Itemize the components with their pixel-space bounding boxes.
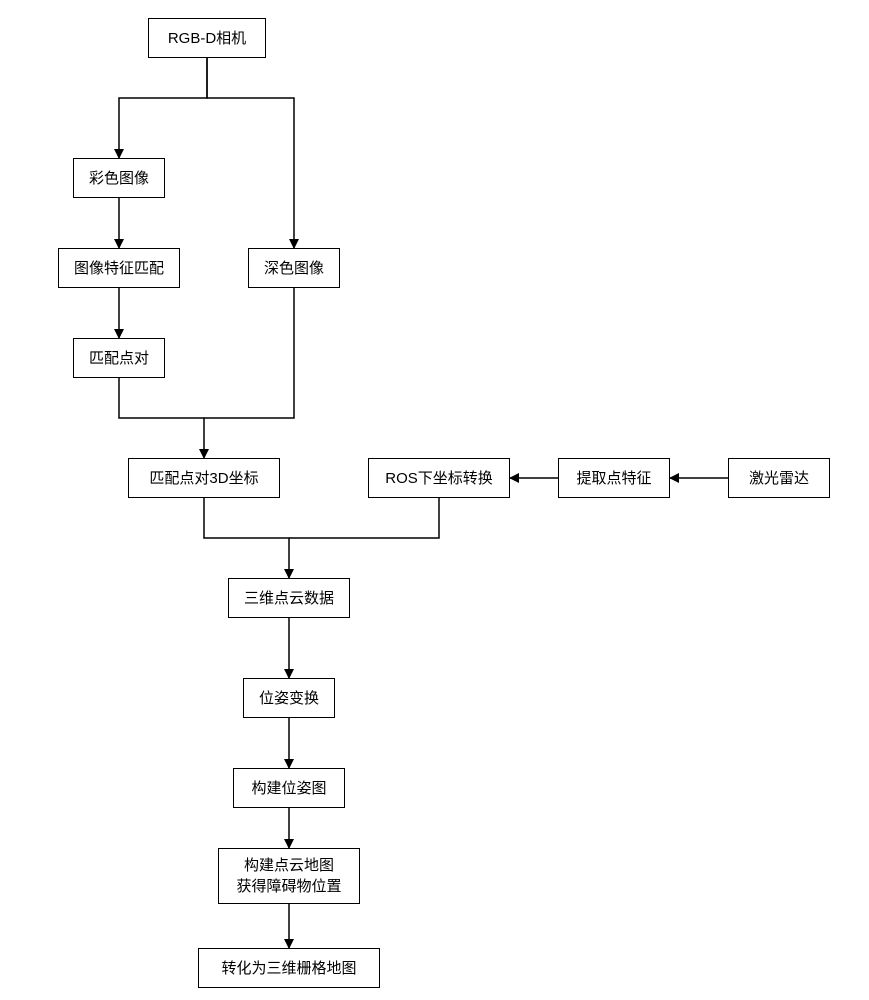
flowchart-node-label: 转化为三维栅格地图	[221, 958, 356, 979]
flowchart-node-label: 三维点云数据	[244, 588, 334, 609]
flowchart-node: 构建点云地图 获得障碍物位置	[218, 848, 360, 904]
flowchart-node-label: 图像特征匹配	[74, 258, 164, 279]
flowchart-node: 彩色图像	[73, 158, 165, 198]
flowchart-edge	[207, 58, 294, 248]
flowchart-node: 位姿变换	[243, 678, 335, 718]
flowchart-node-label: 匹配点对3D坐标	[149, 468, 258, 489]
flowchart-edge	[204, 498, 289, 578]
flowchart-node-label: RGB-D相机	[168, 28, 246, 49]
flowchart-node-label: 彩色图像	[89, 168, 149, 189]
flowchart-node-label: 深色图像	[264, 258, 324, 279]
flowchart-node: 深色图像	[248, 248, 340, 288]
flowchart-node-label: 位姿变换	[259, 688, 319, 709]
flowchart-node: 匹配点对	[73, 338, 165, 378]
flowchart-node: 构建位姿图	[233, 768, 345, 808]
flowchart-edge	[119, 58, 207, 158]
flowchart-node: 图像特征匹配	[58, 248, 180, 288]
flowchart-node: 匹配点对3D坐标	[128, 458, 280, 498]
flowchart-node: 转化为三维栅格地图	[198, 948, 380, 988]
flowchart-edge	[204, 288, 294, 418]
flowchart-node: RGB-D相机	[148, 18, 266, 58]
flowchart-node-label: 匹配点对	[89, 348, 149, 369]
flowchart-node: 三维点云数据	[228, 578, 350, 618]
flowchart-edge	[289, 498, 439, 538]
flowchart-node: ROS下坐标转换	[368, 458, 510, 498]
flowchart-node: 提取点特征	[558, 458, 670, 498]
flowchart-edge	[119, 378, 204, 458]
flowchart-node-label: ROS下坐标转换	[385, 468, 493, 489]
flowchart-node-label: 构建位姿图	[251, 778, 326, 799]
flowchart-node-label: 提取点特征	[576, 468, 651, 489]
flowchart-node-label: 激光雷达	[749, 468, 809, 489]
flowchart-node-label: 构建点云地图 获得障碍物位置	[236, 855, 341, 897]
flowchart-edges	[0, 0, 869, 1000]
flowchart-node: 激光雷达	[728, 458, 830, 498]
